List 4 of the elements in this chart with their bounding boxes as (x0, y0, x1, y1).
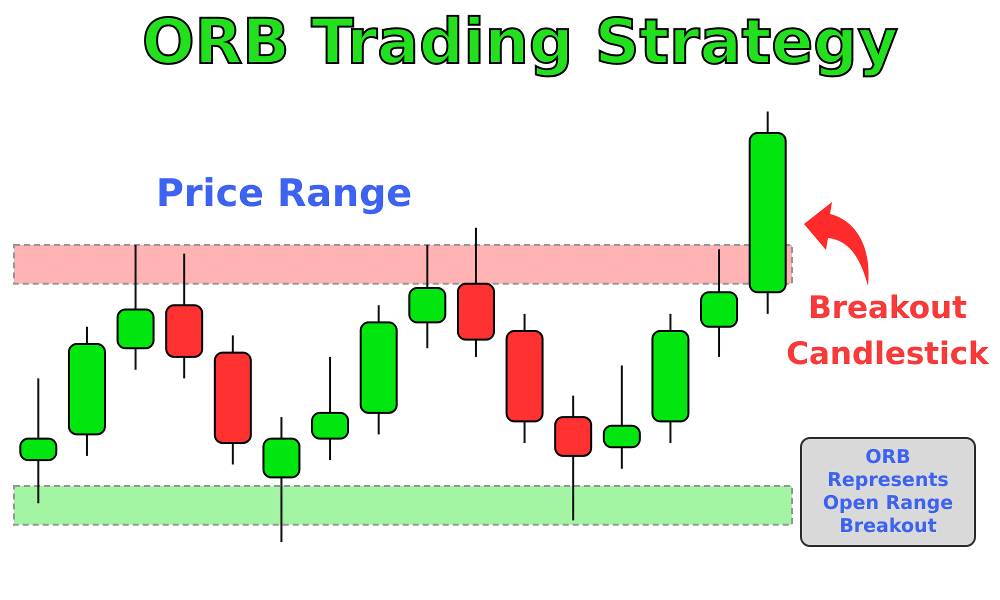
text: ORB Represents Open Range Breakout (822, 446, 954, 538)
band-label: Price Range (156, 170, 412, 215)
chart-title: ORB Trading Strategy (140, 4, 900, 80)
annotation: Breakout Candlestick (785, 289, 990, 374)
